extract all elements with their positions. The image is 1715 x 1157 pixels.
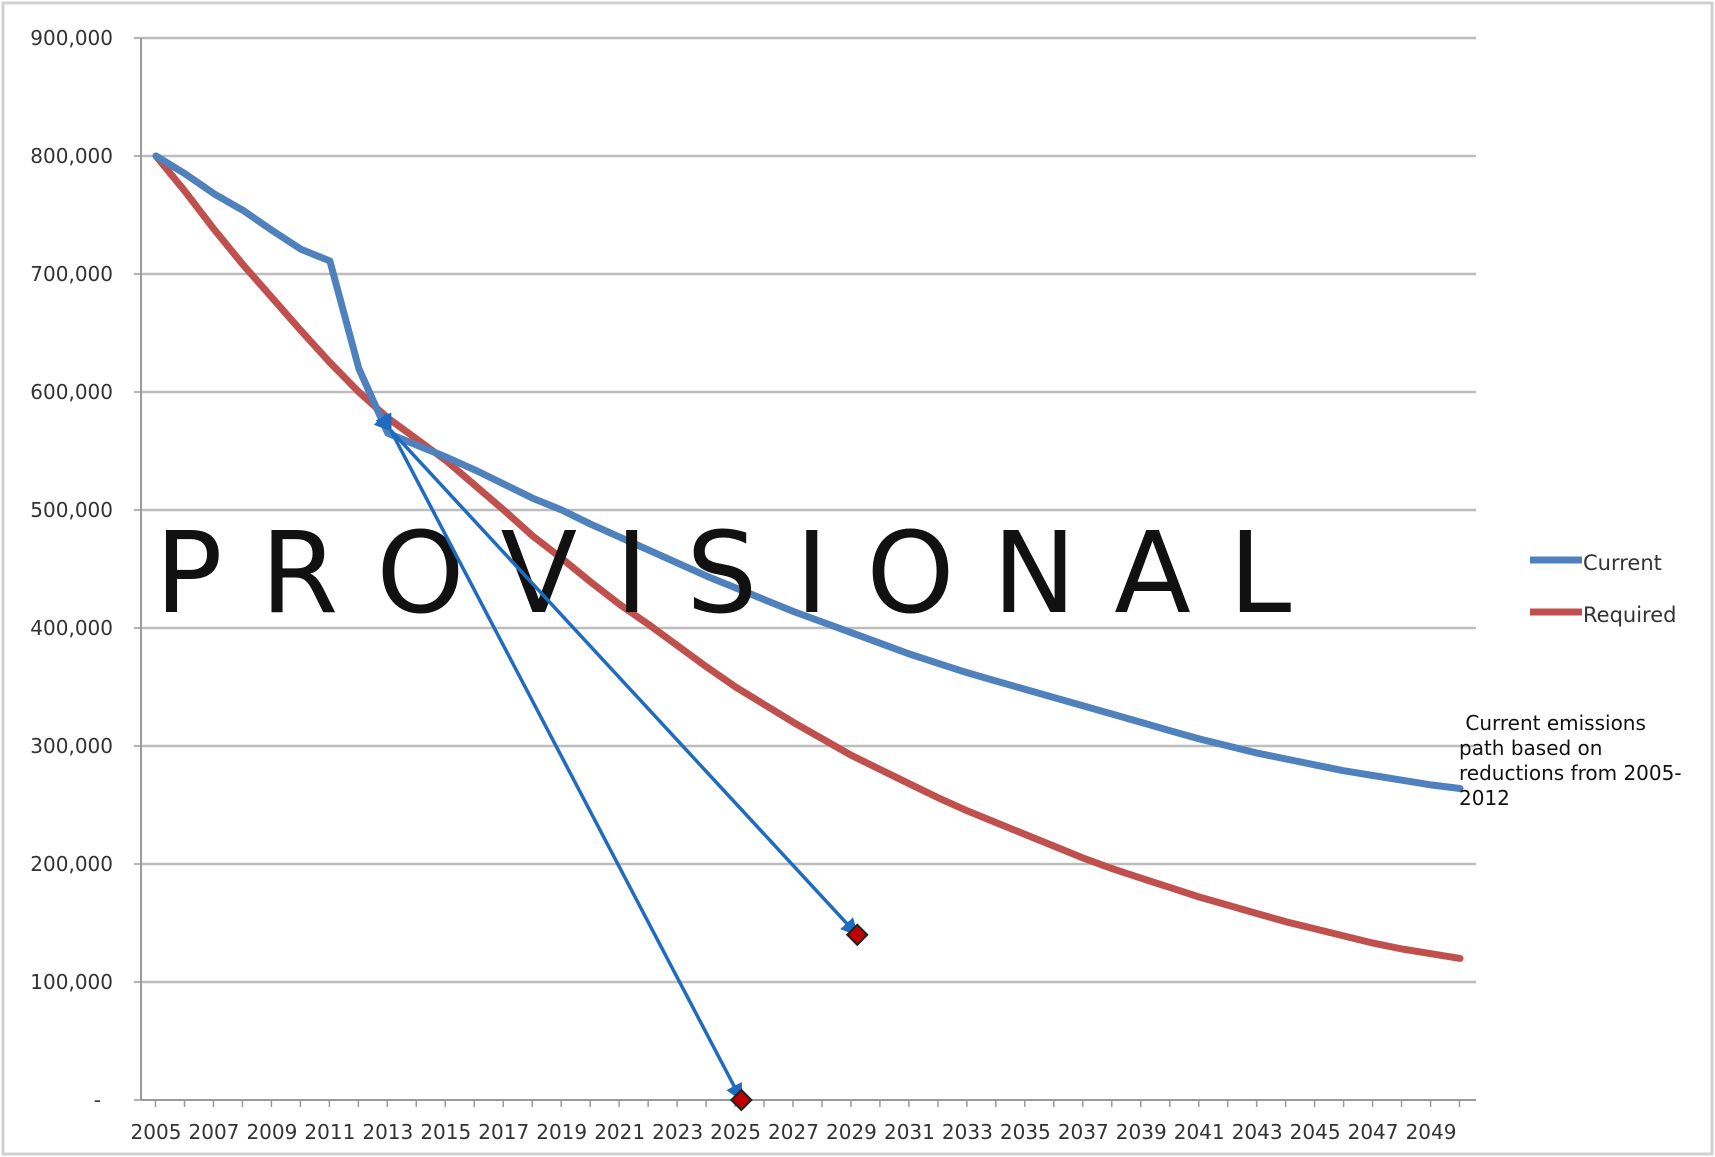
x-tick-label: 2017 <box>478 1120 529 1144</box>
x-tick-label: 2007 <box>189 1120 240 1144</box>
annotation-line: Current emissions <box>1459 711 1646 735</box>
projection-arrow-2 <box>373 412 859 937</box>
projection-arrows <box>373 412 869 1112</box>
x-tick-label: 2029 <box>826 1120 877 1144</box>
x-tick-label: 2015 <box>420 1120 471 1144</box>
y-tick-label: 900,000 <box>30 26 113 50</box>
x-tick-label: 2013 <box>362 1120 413 1144</box>
x-tick-label: 2005 <box>131 1120 182 1144</box>
x-tick-label: 2025 <box>710 1120 761 1144</box>
target-marker-1 <box>729 1088 753 1112</box>
x-tick-label: 2019 <box>536 1120 587 1144</box>
legend: Current Required <box>1530 551 1676 627</box>
y-tick-label: 700,000 <box>30 262 113 286</box>
gridlines <box>141 36 1476 984</box>
y-tick-label: 300,000 <box>30 734 113 758</box>
x-tick-label: 2035 <box>1000 1120 1051 1144</box>
target-marker-2 <box>845 923 869 947</box>
x-tick-label: 2023 <box>652 1120 703 1144</box>
annotation-line: 2012 <box>1459 786 1510 810</box>
y-tick-label: 400,000 <box>30 616 113 640</box>
legend-label-current: Current <box>1583 551 1662 575</box>
annotation-line: path based on <box>1459 736 1602 760</box>
x-tick-label: 2037 <box>1058 1120 1109 1144</box>
y-axis: - 100,000 200,000 300,000 400,000 500,000 600,… <box>30 26 142 1112</box>
x-tick-label: 2043 <box>1232 1120 1283 1144</box>
x-tick-label: 2031 <box>884 1120 935 1144</box>
x-tick-label: 2049 <box>1406 1120 1457 1144</box>
x-tick-label: 2041 <box>1174 1120 1225 1144</box>
x-tick-label: 2027 <box>768 1120 819 1144</box>
x-tick-label: 2021 <box>594 1120 645 1144</box>
watermark: PROVISIONAL <box>155 509 1329 639</box>
watermark-text: PROVISIONAL <box>155 509 1329 639</box>
x-axis: 2005 2007 2009 2011 2013 2015 2017 2019 2021 2023… <box>131 1099 1476 1144</box>
y-tick-label: 800,000 <box>30 144 113 168</box>
x-tick-label: 2011 <box>304 1120 355 1144</box>
x-tick-label: 2009 <box>246 1120 297 1144</box>
x-tick-label: 2047 <box>1348 1120 1399 1144</box>
legend-label-required: Required <box>1583 603 1676 627</box>
y-tick-label: - <box>94 1088 101 1112</box>
annotation-line: reductions from 2005- <box>1459 761 1682 785</box>
x-tick-label: 2039 <box>1116 1120 1167 1144</box>
y-tick-label: 600,000 <box>30 380 113 404</box>
x-tick-label: 2033 <box>942 1120 993 1144</box>
y-tick-label: 500,000 <box>30 498 113 522</box>
y-tick-label: 100,000 <box>30 970 113 994</box>
x-tick-label: 2045 <box>1290 1120 1341 1144</box>
y-tick-label: 200,000 <box>30 852 113 876</box>
